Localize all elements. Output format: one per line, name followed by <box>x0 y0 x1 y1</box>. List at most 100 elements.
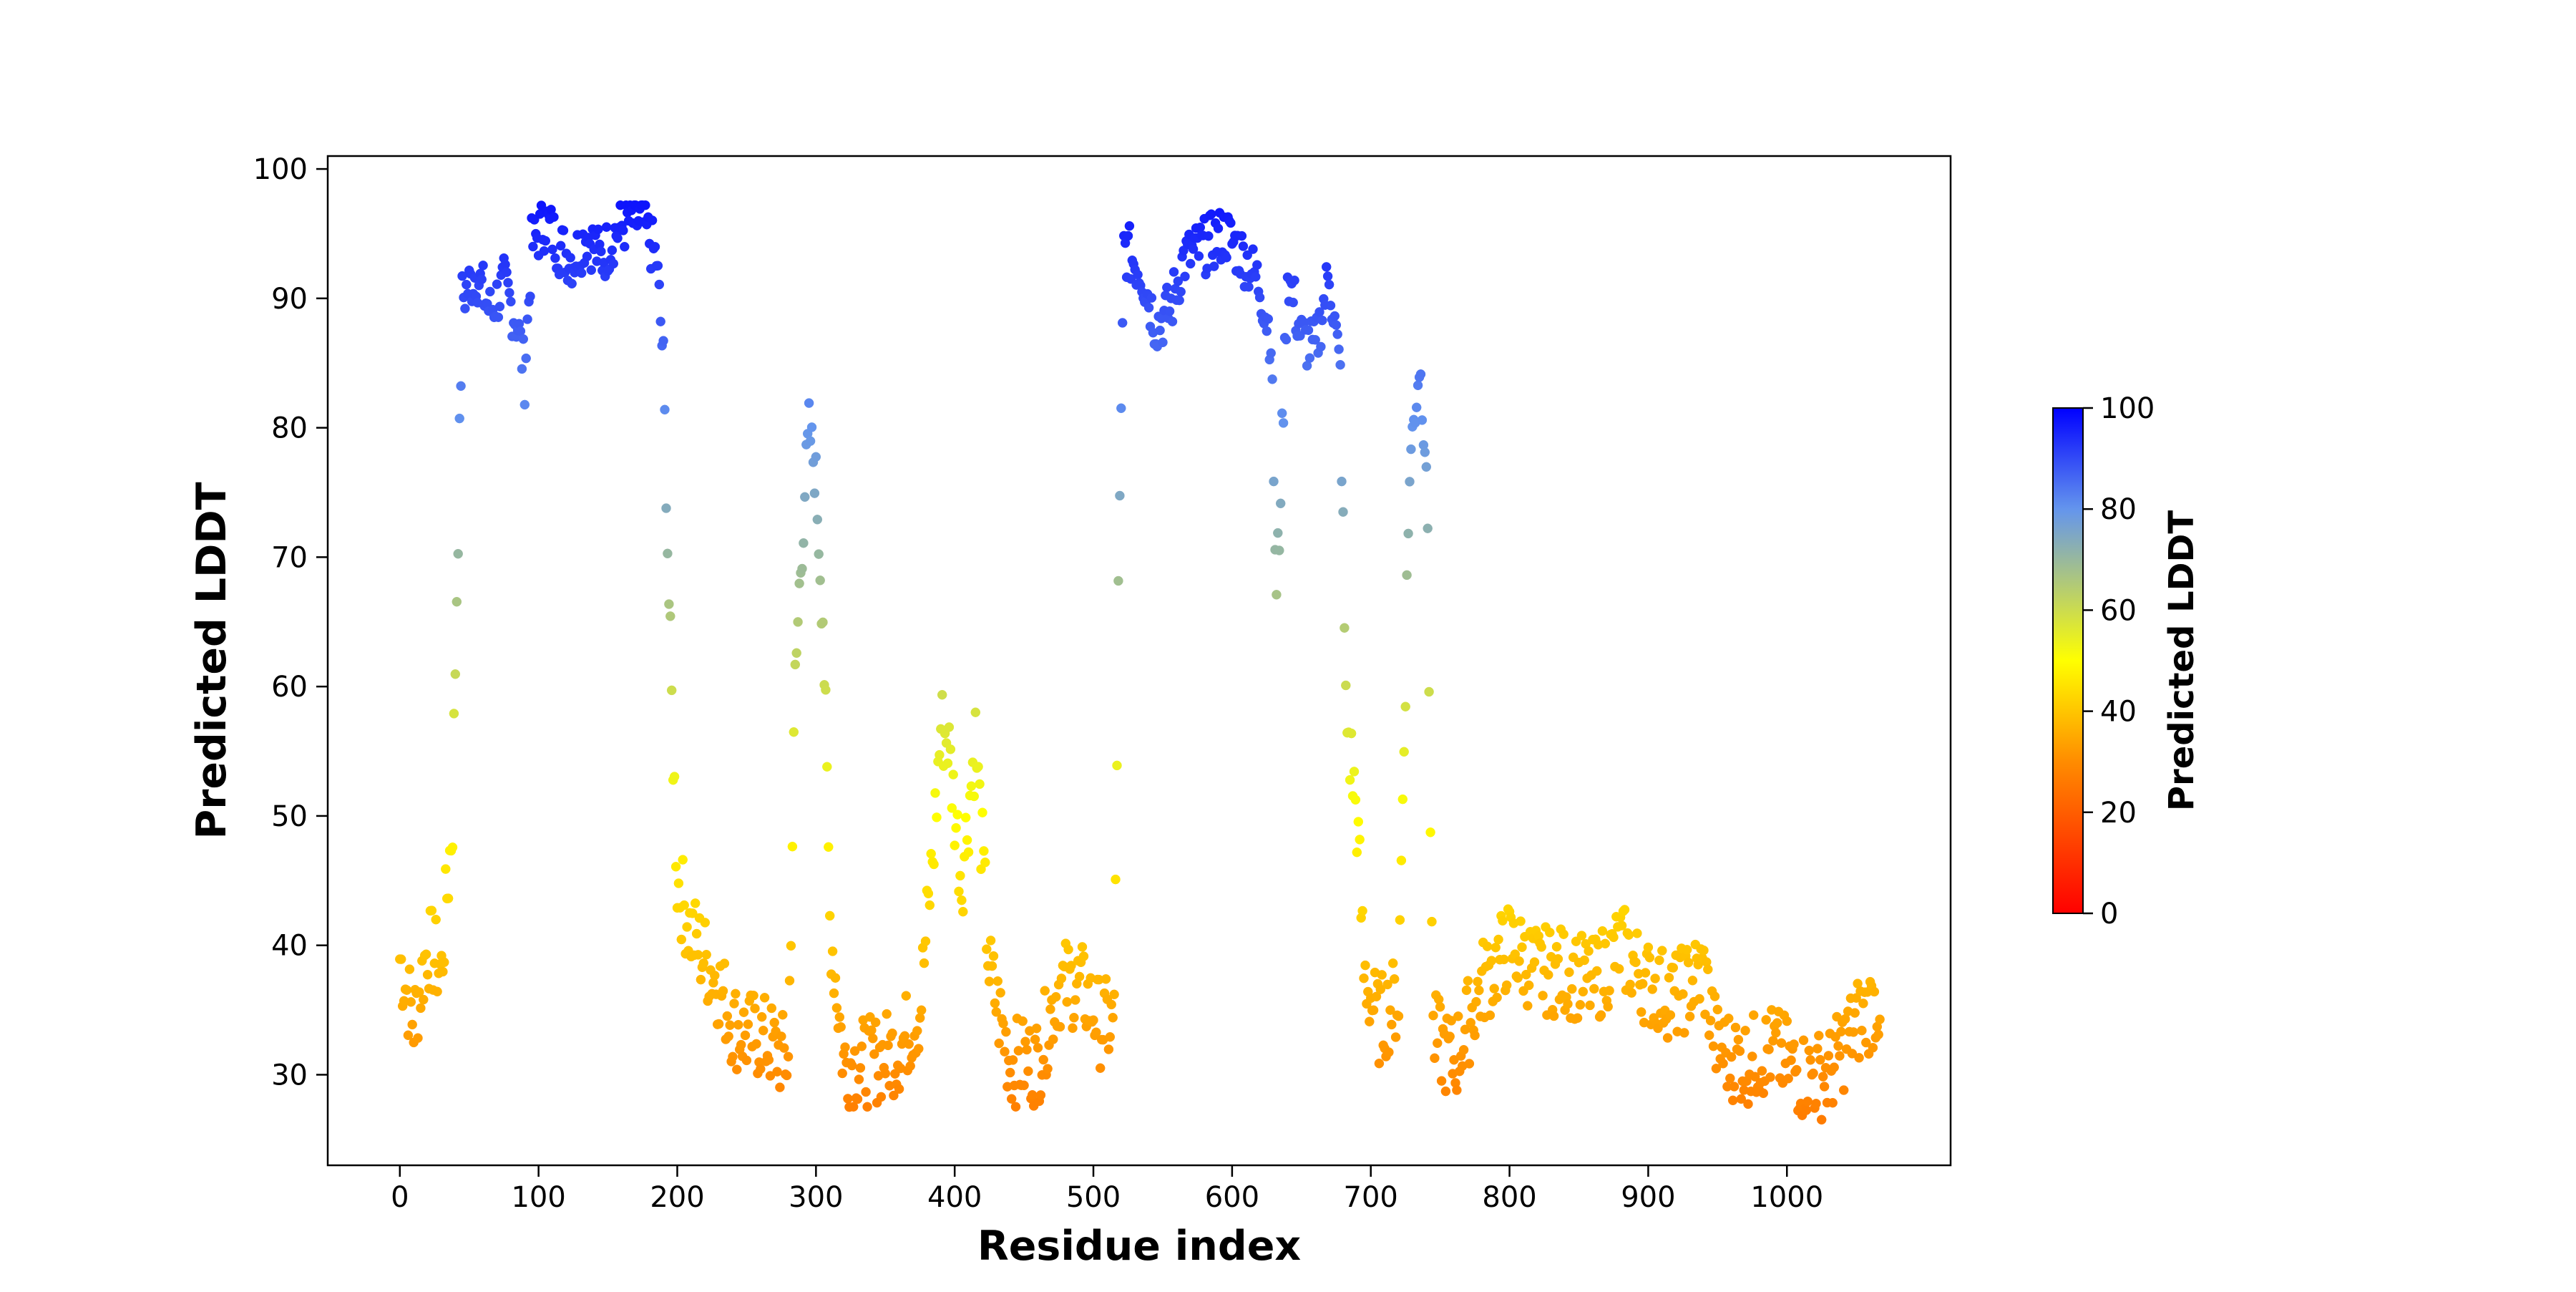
data-point <box>1501 980 1512 991</box>
data-point <box>977 807 987 817</box>
data-point <box>793 617 803 627</box>
data-point <box>776 1031 786 1041</box>
data-point <box>462 279 472 290</box>
data-point <box>1018 1016 1028 1026</box>
data-point <box>829 988 839 999</box>
y-tick-label: 80 <box>271 412 308 445</box>
data-point <box>396 954 406 964</box>
data-point <box>1838 1085 1849 1095</box>
data-point <box>1091 1027 1101 1037</box>
data-point <box>970 707 981 717</box>
data-point <box>1873 1029 1883 1040</box>
data-point <box>1158 337 1168 348</box>
y-axis-label: Predicted LDDT <box>188 482 235 839</box>
data-point <box>1725 1073 1735 1084</box>
data-point <box>1022 1044 1032 1055</box>
data-point <box>870 1017 881 1028</box>
data-point <box>1238 241 1249 251</box>
data-point <box>1804 1045 1815 1056</box>
data-point <box>1624 930 1634 940</box>
data-point <box>756 1064 766 1074</box>
data-point <box>1579 955 1589 966</box>
data-point <box>824 910 835 921</box>
data-point <box>1248 244 1258 254</box>
data-point <box>1603 1001 1613 1012</box>
data-point <box>1567 983 1577 994</box>
data-point <box>926 848 936 859</box>
data-point <box>1325 301 1336 311</box>
data-point <box>985 936 996 946</box>
data-point <box>1474 985 1484 996</box>
data-point <box>1167 316 1178 326</box>
data-point <box>1626 988 1636 998</box>
data-point <box>1482 941 1493 951</box>
data-point <box>1382 979 1392 990</box>
data-point <box>1066 961 1076 971</box>
data-point <box>790 659 801 670</box>
data-point <box>439 957 449 968</box>
data-point <box>1789 1039 1799 1049</box>
data-point <box>1133 269 1143 280</box>
data-point <box>1440 1086 1451 1097</box>
data-point <box>935 749 945 760</box>
data-point <box>963 847 974 858</box>
data-point <box>1761 1015 1771 1025</box>
data-point <box>979 846 989 856</box>
data-point <box>653 261 663 271</box>
data-point <box>994 1038 1004 1049</box>
data-point <box>1829 1062 1839 1072</box>
data-point <box>1545 927 1555 938</box>
data-point <box>1708 1041 1719 1051</box>
data-point <box>549 212 559 222</box>
data-point <box>1748 1010 1759 1020</box>
data-point <box>682 922 692 932</box>
x-tick-label: 100 <box>511 1181 565 1214</box>
data-point <box>1816 1114 1827 1125</box>
data-point <box>912 1026 922 1036</box>
data-point <box>809 488 820 498</box>
data-point <box>1818 1072 1828 1082</box>
data-point <box>1006 1094 1017 1104</box>
data-point <box>1074 971 1085 982</box>
data-point <box>914 1044 924 1054</box>
data-point <box>1005 1067 1015 1078</box>
data-point <box>1875 1014 1885 1024</box>
data-point <box>696 974 706 985</box>
data-point <box>1194 251 1204 261</box>
data-point <box>1433 1038 1443 1049</box>
data-point <box>1564 967 1574 978</box>
data-point <box>973 762 983 772</box>
data-point <box>1543 970 1553 980</box>
data-point <box>456 381 466 392</box>
data-point <box>1644 953 1655 963</box>
data-point <box>1700 1009 1710 1019</box>
data-point <box>824 842 834 853</box>
data-point <box>1765 1072 1775 1082</box>
data-point <box>830 973 841 983</box>
data-point <box>521 353 531 364</box>
data-point <box>1263 314 1274 324</box>
data-point <box>1743 1099 1753 1109</box>
data-point <box>1485 1010 1496 1021</box>
data-point <box>719 958 730 968</box>
data-point <box>920 936 931 946</box>
data-point <box>1252 260 1262 270</box>
data-point <box>1395 915 1405 925</box>
data-point <box>1868 1042 1878 1053</box>
data-point <box>596 246 606 257</box>
data-point <box>1045 1004 1055 1014</box>
data-point <box>502 267 512 278</box>
data-point <box>1548 1011 1559 1021</box>
data-point <box>1805 1055 1815 1065</box>
data-point <box>485 286 495 297</box>
data-point <box>1724 1014 1734 1024</box>
data-point <box>539 246 550 256</box>
data-point <box>1269 476 1279 487</box>
data-point <box>722 1011 733 1021</box>
x-tick-label: 0 <box>391 1181 409 1214</box>
data-point <box>1262 326 1272 336</box>
data-point <box>426 905 437 915</box>
data-point <box>1711 1064 1722 1074</box>
data-point <box>640 200 650 210</box>
data-point <box>1385 1005 1395 1015</box>
